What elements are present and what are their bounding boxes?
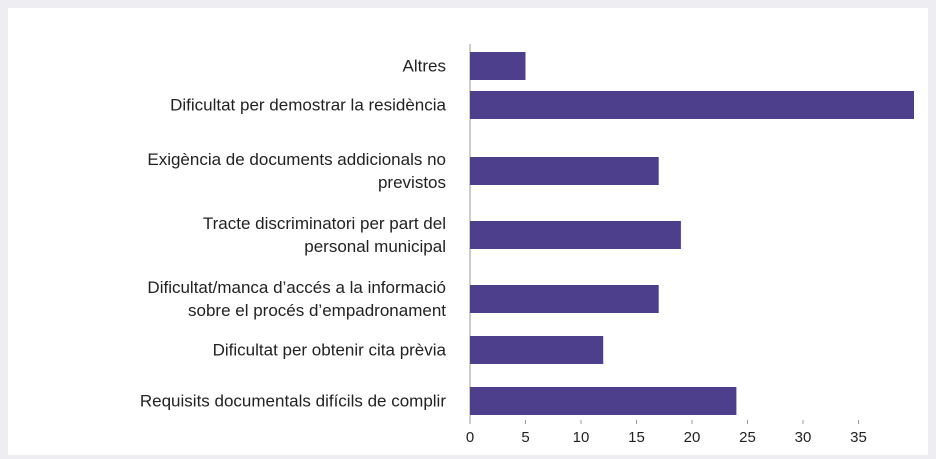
y-tick-label: Dificultat per obtenir cita prèvia (212, 340, 446, 360)
x-tick-label: 0 (466, 429, 474, 446)
bar (470, 52, 526, 80)
x-tick-label: 15 (628, 429, 645, 446)
x-tick-label: 25 (739, 429, 756, 446)
bar (470, 157, 659, 185)
x-tick-label: 35 (850, 429, 867, 446)
bar (470, 387, 737, 415)
chart-panel (8, 8, 928, 455)
x-tick-label: 20 (684, 429, 701, 446)
y-tick-label: Dificultat per demostrar la residència (170, 95, 446, 115)
bar (470, 285, 659, 313)
bar (470, 221, 681, 249)
y-tick-label: Tracte discriminatori per part del perso… (202, 214, 446, 256)
x-tick-label: 10 (573, 429, 590, 446)
y-tick-label: Dificultat/manca d’accés a la informació… (147, 278, 446, 320)
bar (470, 336, 604, 364)
x-tick-label: 30 (795, 429, 812, 446)
x-tick-label: 5 (521, 429, 529, 446)
bar (470, 91, 914, 119)
y-tick-label: Altres (402, 56, 446, 76)
y-tick-label: Requisits documentals difícils de compli… (139, 391, 446, 411)
y-tick-label: Exigència de documents addicionals no pr… (147, 150, 446, 192)
